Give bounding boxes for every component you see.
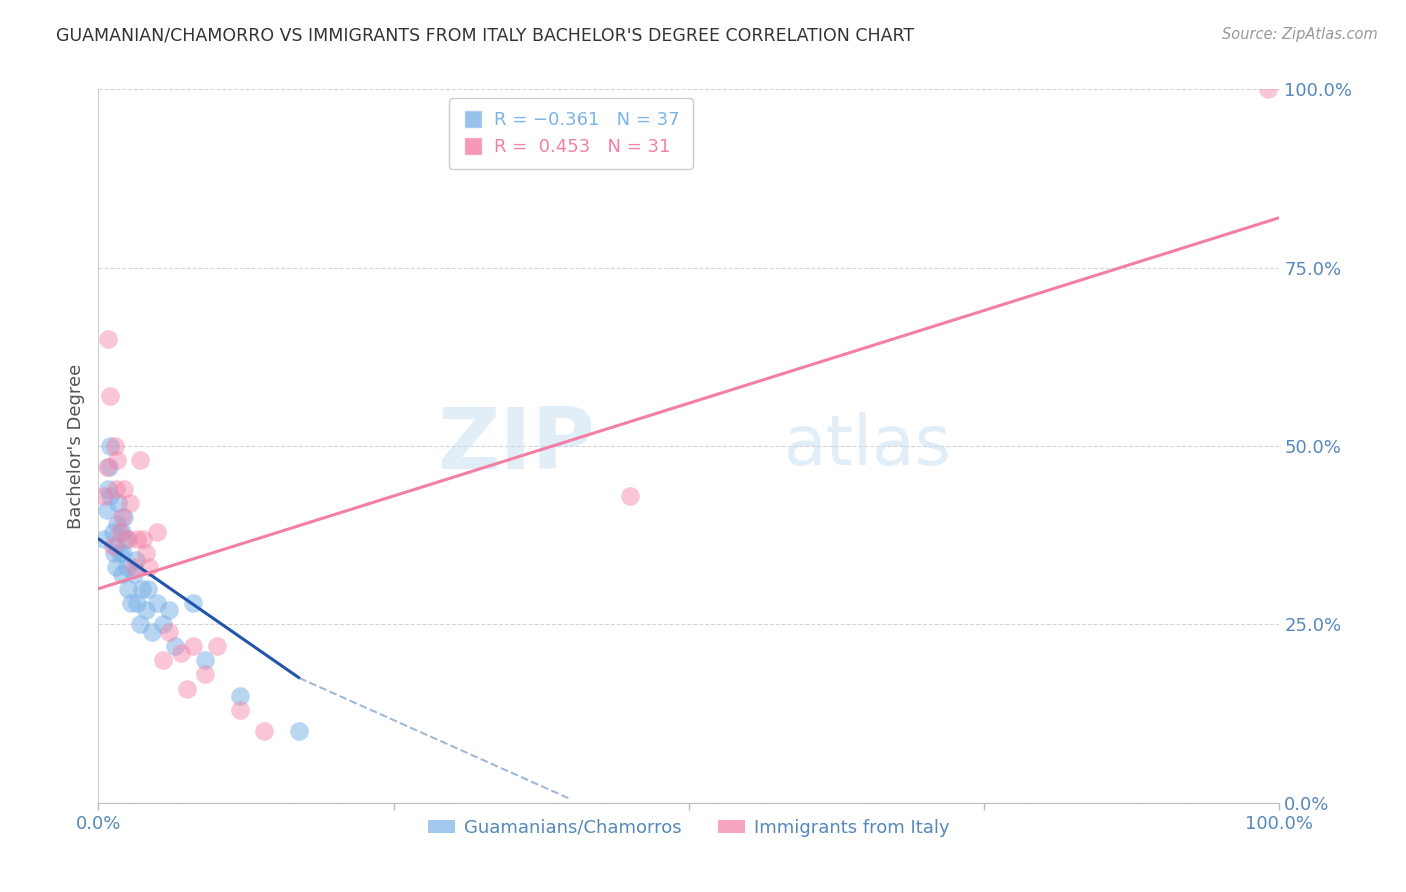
- Point: [96, 503, 118, 517]
- Point: [135, 603, 157, 617]
- Point: [619, 489, 641, 503]
- Y-axis label: Bachelor's Degree: Bachelor's Degree: [67, 363, 86, 529]
- Point: [101, 524, 124, 539]
- Point: [181, 639, 204, 653]
- Point: [103, 546, 125, 560]
- Point: [105, 539, 128, 553]
- Point: [112, 510, 135, 524]
- Point: [253, 724, 276, 739]
- Point: [98, 460, 121, 475]
- Point: [135, 546, 157, 560]
- Point: [104, 439, 127, 453]
- Point: [165, 639, 187, 653]
- Point: [170, 646, 193, 660]
- Point: [1257, 82, 1279, 96]
- Point: [115, 560, 138, 574]
- Point: [114, 532, 136, 546]
- Text: ZIP: ZIP: [437, 404, 595, 488]
- Point: [157, 603, 180, 617]
- Point: [128, 617, 150, 632]
- Point: [152, 653, 174, 667]
- Point: [97, 332, 120, 346]
- Point: [128, 453, 150, 467]
- Point: [112, 482, 135, 496]
- Point: [122, 567, 145, 582]
- Point: [125, 553, 148, 567]
- Point: [111, 567, 134, 582]
- Point: [152, 617, 174, 632]
- Point: [98, 439, 121, 453]
- Point: [229, 703, 252, 717]
- Point: [132, 532, 155, 546]
- Point: [136, 582, 159, 596]
- Point: [127, 532, 149, 546]
- Point: [93, 489, 115, 503]
- Point: [108, 546, 131, 560]
- Text: GUAMANIAN/CHAMORRO VS IMMIGRANTS FROM ITALY BACHELOR'S DEGREE CORRELATION CHART: GUAMANIAN/CHAMORRO VS IMMIGRANTS FROM IT…: [56, 27, 914, 45]
- Point: [288, 724, 311, 739]
- Point: [111, 510, 134, 524]
- Point: [194, 667, 217, 681]
- Point: [127, 596, 149, 610]
- Point: [157, 624, 180, 639]
- Point: [146, 524, 169, 539]
- Point: [120, 496, 142, 510]
- Point: [146, 596, 169, 610]
- Point: [181, 596, 204, 610]
- Point: [141, 624, 163, 639]
- Point: [176, 681, 198, 696]
- Point: [101, 539, 124, 553]
- Point: [105, 482, 128, 496]
- Point: [97, 482, 120, 496]
- Text: Source: ZipAtlas.com: Source: ZipAtlas.com: [1222, 27, 1378, 42]
- Legend: Guamanians/Chamorros, Immigrants from Italy: Guamanians/Chamorros, Immigrants from It…: [420, 812, 957, 844]
- Point: [96, 460, 118, 475]
- Point: [138, 560, 160, 574]
- Point: [205, 639, 228, 653]
- Point: [117, 532, 139, 546]
- Point: [121, 596, 143, 610]
- Point: [112, 546, 135, 560]
- Point: [131, 582, 153, 596]
- Point: [105, 517, 128, 532]
- Point: [108, 524, 131, 539]
- Point: [98, 389, 121, 403]
- Point: [111, 524, 134, 539]
- Point: [107, 496, 129, 510]
- Point: [105, 560, 128, 574]
- Point: [117, 582, 139, 596]
- Point: [229, 689, 252, 703]
- Point: [105, 453, 128, 467]
- Point: [93, 532, 115, 546]
- Text: atlas: atlas: [783, 412, 952, 480]
- Point: [194, 653, 217, 667]
- Point: [122, 560, 145, 574]
- Point: [98, 489, 121, 503]
